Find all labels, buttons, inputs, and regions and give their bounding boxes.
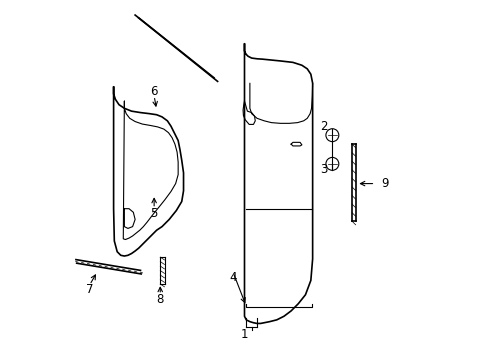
Text: 3: 3 bbox=[320, 163, 327, 176]
Text: 9: 9 bbox=[380, 177, 387, 190]
Text: 7: 7 bbox=[86, 283, 93, 296]
Text: 2: 2 bbox=[320, 121, 327, 134]
Text: 6: 6 bbox=[150, 85, 158, 98]
Text: 5: 5 bbox=[150, 207, 158, 220]
Text: 8: 8 bbox=[156, 293, 163, 306]
Text: 1: 1 bbox=[240, 328, 248, 341]
Text: 4: 4 bbox=[229, 271, 236, 284]
